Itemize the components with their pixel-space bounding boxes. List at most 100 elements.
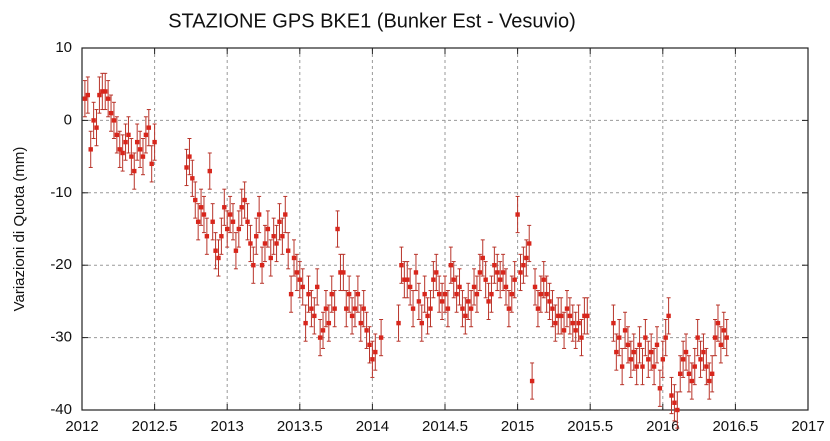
data-point [256,212,262,217]
data-point [683,349,689,355]
data-point [323,306,329,311]
data-point [709,371,715,376]
data-point [707,378,712,384]
data-point [312,313,317,319]
data-point [529,378,535,384]
data-point [672,400,677,405]
data-point [457,284,462,290]
data-point [640,364,645,369]
data-point [451,277,456,282]
data-point [105,96,111,101]
data-point [225,226,230,232]
data-point [198,205,204,210]
data-point [558,313,564,319]
data-point [132,168,137,174]
data-point [297,277,302,282]
data-point [712,335,718,340]
data-point [474,291,480,297]
data-point [259,263,265,268]
y-tick-label: -10 [50,184,72,201]
data-point [134,139,140,145]
data-point [721,328,726,333]
chart-title: STAZIONE GPS BKE1 (Bunker Est - Vesuvio) [168,10,576,32]
data-point [152,139,157,145]
data-point [306,291,311,297]
data-point [567,313,573,319]
data-point [251,263,256,268]
data-point [303,320,308,326]
data-point [431,277,436,282]
data-point [123,139,128,145]
data-point [315,284,320,290]
x-tick-label: 2015 [501,418,534,435]
data-point [521,263,526,268]
data-point [140,154,146,159]
data-point [439,299,445,304]
data-point [204,234,210,239]
data-point [367,342,372,348]
data-point [663,335,668,340]
data-point [524,255,529,261]
data-point [434,270,439,275]
data-point [219,234,224,239]
data-point [341,270,346,275]
data-point [625,342,631,348]
data-point [509,291,514,297]
y-tick-label: -30 [50,329,72,346]
data-point [428,306,433,311]
data-point [274,241,279,246]
data-point [579,335,584,340]
data-point [285,248,291,253]
data-point [352,306,358,311]
data-point [358,320,363,326]
data-point [97,92,102,98]
data-point [701,349,706,355]
data-point [692,364,697,369]
data-point [262,241,268,246]
data-point [114,132,120,138]
data-point [332,306,337,311]
data-point [378,335,384,340]
data-point [695,335,700,340]
data-point [222,205,227,210]
data-point [233,248,239,253]
data-point [669,393,674,398]
data-point [201,212,207,217]
data-point [207,168,212,174]
data-point [637,342,642,348]
data-point [495,270,500,275]
data-point [570,320,575,326]
data-point [190,176,195,181]
data-point [370,357,375,362]
data-point [576,320,581,326]
data-point [477,270,483,275]
data-point [538,291,544,297]
data-point [532,284,538,290]
data-point [500,270,506,275]
data-point [556,313,561,319]
data-point [344,306,349,311]
data-point [361,306,366,311]
data-point [291,255,297,261]
data-point [643,335,648,340]
data-point [622,328,628,333]
data-point [236,226,242,232]
x-tick-label: 2013.5 [277,418,323,435]
y-tick-label: -20 [50,256,72,273]
data-point [405,277,410,282]
data-point [396,320,401,326]
data-point [419,320,424,326]
data-point [547,299,552,304]
data-point [445,306,451,311]
data-point [512,277,517,282]
data-point [518,270,523,275]
data-point [195,219,201,224]
data-point [515,212,520,217]
data-point [660,357,665,362]
data-point [364,328,369,333]
data-point [88,147,93,152]
data-point [242,197,247,203]
data-point [129,154,134,159]
data-point [678,371,683,376]
data-point [718,342,724,348]
